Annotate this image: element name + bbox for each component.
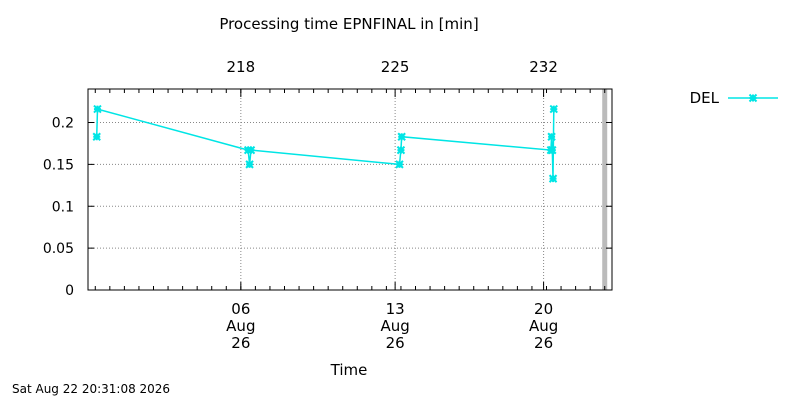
x-tick-label: 13 — [386, 300, 405, 318]
x-axis-label: Time — [330, 361, 368, 379]
chart-title: Processing time EPNFINAL in [min] — [219, 15, 478, 33]
x-tick-label: Aug — [529, 317, 558, 335]
x-tick-label: Aug — [380, 317, 409, 335]
y-tick-label: 0.1 — [52, 199, 74, 215]
series-line-del — [95, 108, 555, 179]
y-tick-label: 0.15 — [43, 157, 74, 173]
highlight-band — [602, 89, 608, 290]
y-tick-label: 0.05 — [43, 241, 74, 257]
data-point — [246, 145, 256, 155]
data-point — [92, 132, 101, 141]
x2-tick-label: 232 — [529, 58, 558, 76]
x2-tick-label: 225 — [381, 58, 410, 76]
plot-frame — [87, 88, 613, 291]
footer-timestamp: Sat Aug 22 20:31:08 2026 — [12, 382, 171, 396]
y-tick-label: 0.2 — [52, 116, 74, 132]
x-tick-label: Aug — [226, 317, 255, 335]
legend-label: DEL — [690, 89, 720, 107]
data-point — [395, 160, 404, 169]
data-point — [548, 145, 557, 155]
data-point — [397, 132, 406, 141]
y-tick-label: 0 — [65, 283, 74, 299]
data-point — [93, 104, 102, 114]
legend: DEL — [690, 89, 778, 107]
current-time-marker — [602, 89, 608, 290]
data-point — [396, 145, 406, 155]
data-point — [549, 104, 558, 114]
grid — [88, 89, 612, 290]
data-point — [245, 160, 254, 169]
x2-tick-label: 218 — [227, 58, 256, 76]
x-tick-label: 26 — [231, 334, 250, 352]
data-point — [547, 132, 556, 141]
x-tick-label: 06 — [231, 300, 250, 318]
x-tick-label: 26 — [386, 334, 405, 352]
legend-marker — [748, 93, 758, 103]
series-group — [92, 104, 558, 183]
x-tick-label: 20 — [534, 300, 553, 318]
x-tick-label: 26 — [534, 334, 553, 352]
data-point — [548, 174, 558, 183]
